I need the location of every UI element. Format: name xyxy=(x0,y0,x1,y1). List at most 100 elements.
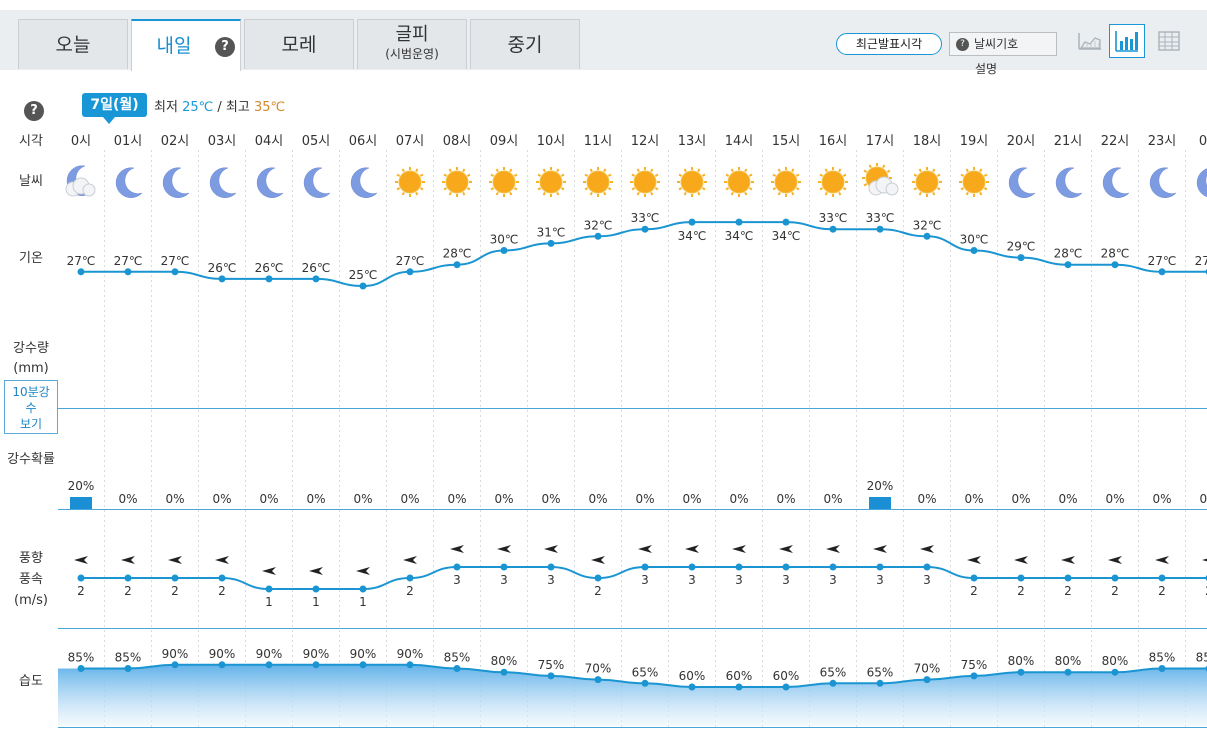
hour-label: 06시 xyxy=(349,134,378,149)
sun-icon xyxy=(818,167,848,197)
ten-minute-rain-label-3: 보기 xyxy=(19,417,43,431)
wind-direction-arrow xyxy=(450,545,464,553)
humidity-point xyxy=(312,661,320,669)
weather-symbol-button[interactable]: ? 날씨기호 xyxy=(949,32,1057,56)
wind-speed-label: 3 xyxy=(923,573,931,587)
temp-label: 29℃ xyxy=(1007,240,1036,254)
humidity-divider xyxy=(58,727,1207,728)
min-max-temp: 최저 25℃ / 최고 35℃ xyxy=(154,96,285,115)
humidity-point xyxy=(547,672,555,680)
temp-label: 33℃ xyxy=(866,211,895,225)
rain-prob-label: 0% xyxy=(306,492,325,506)
forecast-help-icon[interactable]: ? xyxy=(24,99,44,121)
rain-prob-label: 0% xyxy=(212,492,231,506)
wind-speed-label: 3 xyxy=(453,573,461,587)
hour-label: 0시 xyxy=(1199,134,1207,149)
moon-icon xyxy=(350,167,378,198)
temp-label: 27℃ xyxy=(67,254,96,268)
sun-icon xyxy=(771,167,801,197)
humidity-label: 65% xyxy=(820,665,847,679)
humidity-label: 85% xyxy=(1196,651,1207,665)
temp-point xyxy=(265,275,273,283)
humidity-point xyxy=(876,679,884,687)
wind-speed-label: 3 xyxy=(876,573,884,587)
wind-speed-label: 2 xyxy=(1205,584,1207,598)
humidity-point xyxy=(1017,668,1025,676)
rain-prob-label: 0% xyxy=(1152,492,1171,506)
humidity-point xyxy=(265,661,273,669)
area-chart-view-button[interactable] xyxy=(1072,24,1108,58)
rain-prob-label: 0% xyxy=(682,492,701,506)
rain-prob-bar xyxy=(869,497,891,509)
wind-direction-arrow xyxy=(1202,558,1207,562)
hour-label: 04시 xyxy=(255,134,284,149)
row-label-temp: 기온 xyxy=(19,251,43,266)
tab-day-after[interactable]: 모레 xyxy=(244,19,354,69)
bar-chart-view-button[interactable] xyxy=(1109,24,1145,58)
temp-label: 30℃ xyxy=(490,233,519,247)
tab-help-icon[interactable]: ? xyxy=(215,37,235,57)
moon-icon xyxy=(1102,167,1130,198)
wind-speed-label: 3 xyxy=(547,573,555,587)
weather-symbol-desc: 설명 xyxy=(975,62,998,76)
row-label-humidity: 습도 xyxy=(19,674,43,689)
ten-minute-rain-button[interactable]: 10분강 수 보기 xyxy=(4,380,58,434)
rain-prob-label: 0% xyxy=(635,492,654,506)
cloud-icon xyxy=(65,177,96,197)
humidity-label: 90% xyxy=(256,647,283,661)
rain-prob-label: 0% xyxy=(588,492,607,506)
humidity-label: 60% xyxy=(679,669,706,683)
row-label-wind-speed: 풍속 xyxy=(19,572,43,587)
help-glyph: ? xyxy=(24,101,44,121)
wind-direction-arrow xyxy=(873,545,887,553)
temp-label: 28℃ xyxy=(1101,247,1130,261)
tab-day-after-label: 모레 xyxy=(281,34,317,56)
wind-divider xyxy=(58,628,1207,629)
hour-label: 21시 xyxy=(1054,134,1083,149)
rain-prob-label: 0% xyxy=(1011,492,1030,506)
ten-minute-rain-label-1: 10분강 xyxy=(12,385,50,399)
humidity-label: 80% xyxy=(1008,654,1035,668)
temp-label: 25℃ xyxy=(349,268,378,282)
sun-icon xyxy=(630,167,660,197)
recent-announce-button[interactable]: 최근발표시각 xyxy=(836,33,942,55)
rain-prob-label: 0% xyxy=(776,492,795,506)
temp-label: 34℃ xyxy=(772,229,801,243)
temp-label: 26℃ xyxy=(302,261,331,275)
temp-point xyxy=(1158,268,1166,276)
min-max-separator: / xyxy=(217,100,222,115)
wind-direction-arrow xyxy=(1108,556,1122,564)
hour-label: 12시 xyxy=(631,134,660,149)
tab-today[interactable]: 오늘 xyxy=(18,19,128,69)
temp-point xyxy=(1111,261,1119,269)
temp-label: 34℃ xyxy=(678,229,707,243)
wind-point xyxy=(312,585,320,593)
humidity-point xyxy=(970,672,978,680)
row-label-weather: 날씨 xyxy=(19,174,43,189)
wind-point xyxy=(923,563,931,571)
moon-icon xyxy=(209,167,237,198)
rain-prob-label: 20% xyxy=(68,479,95,493)
rain-prob-label: 0% xyxy=(1058,492,1077,506)
hour-label: 11시 xyxy=(584,134,613,149)
wind-speed-label: 1 xyxy=(359,595,367,609)
hour-label: 15시 xyxy=(772,134,801,149)
wind-point xyxy=(782,563,790,571)
moon-icon xyxy=(1196,168,1207,198)
rain-amount-divider xyxy=(58,408,1207,409)
table-view-button[interactable] xyxy=(1150,24,1186,58)
tab-three-days[interactable]: 글피 (시범운영) xyxy=(357,19,467,69)
humidity-label: 85% xyxy=(115,651,142,665)
temp-point xyxy=(1064,261,1072,269)
tab-midterm[interactable]: 중기 xyxy=(470,19,580,69)
moon-icon xyxy=(1149,167,1177,198)
humidity-label: 85% xyxy=(1149,651,1176,665)
hour-label: 23시 xyxy=(1148,134,1177,149)
humidity-point xyxy=(124,665,132,672)
hour-label: 03시 xyxy=(208,134,237,149)
rain-prob-label: 0% xyxy=(259,492,278,506)
moon-icon xyxy=(303,167,331,198)
hour-label: 19시 xyxy=(960,134,989,149)
rain-prob-label: 0% xyxy=(823,492,842,506)
humidity-label: 90% xyxy=(162,647,189,661)
